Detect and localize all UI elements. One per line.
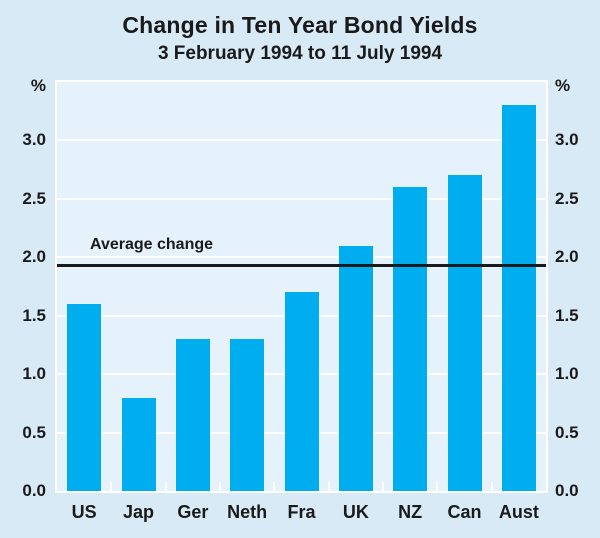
bar-can [447, 175, 482, 491]
average-change-line [57, 264, 546, 268]
ytick-left-1.0: 1.0 [22, 364, 46, 384]
chart-title: Change in Ten Year Bond Yields [122, 12, 478, 38]
bar-aust [501, 105, 536, 491]
bar-jap [121, 397, 156, 491]
ytick-right-3.0: 3.0 [555, 130, 579, 150]
gridline-2.0 [57, 256, 546, 259]
x-axis-boundary-tick [110, 482, 113, 491]
ytick-right-2.0: 2.0 [555, 247, 579, 267]
bar-fra [284, 292, 319, 491]
gridline-2.5 [57, 197, 546, 200]
x-label-ger: Ger [177, 502, 209, 522]
ytick-left-2.5: 2.5 [22, 188, 46, 208]
gridline-3.0 [57, 139, 546, 142]
bar-ger [175, 339, 210, 491]
plot-area: Average change [55, 80, 548, 493]
bar-us [67, 304, 102, 491]
x-label-nz: NZ [398, 502, 423, 522]
average-change-label: Average change [90, 236, 214, 254]
x-label-fra: Fra [287, 502, 316, 522]
x-axis-boundary-tick [219, 482, 221, 491]
x-axis-boundary-tick [327, 482, 330, 491]
y-axis-unit-left: % [30, 76, 46, 95]
x-label-neth: Neth [227, 502, 268, 522]
ytick-left-0.5: 0.5 [22, 422, 46, 442]
x-label-aust: Aust [498, 502, 539, 522]
x-axis-boundary-tick [273, 482, 276, 491]
x-axis-boundary-tick [382, 482, 384, 491]
ytick-right-2.5: 2.5 [555, 188, 579, 208]
x-label-uk: UK [342, 502, 369, 522]
chart-subtitle: 3 February 1994 to 11 July 1994 [157, 43, 443, 64]
ytick-left-3.0: 3.0 [22, 130, 46, 150]
x-label-jap: Jap [122, 502, 155, 522]
ytick-right-0.5: 0.5 [555, 422, 579, 442]
x-axis-boundary-tick [164, 482, 167, 491]
x-label-us: US [71, 502, 97, 522]
x-axis-boundary-tick [436, 482, 439, 491]
x-label-can: Can [447, 502, 482, 522]
bar-uk [338, 245, 373, 491]
y-axis-unit-right: % [555, 76, 571, 95]
x-axis-boundary-tick [490, 482, 493, 491]
bar-neth [230, 339, 265, 491]
ytick-right-1.5: 1.5 [555, 305, 579, 325]
ytick-right-0.0: 0.0 [555, 481, 579, 500]
ytick-left-1.5: 1.5 [22, 305, 46, 325]
ytick-left-2.0: 2.0 [22, 247, 46, 267]
bar-nz [393, 187, 428, 491]
ytick-left-0.0: 0.0 [22, 481, 46, 500]
ytick-right-1.0: 1.0 [555, 364, 579, 384]
